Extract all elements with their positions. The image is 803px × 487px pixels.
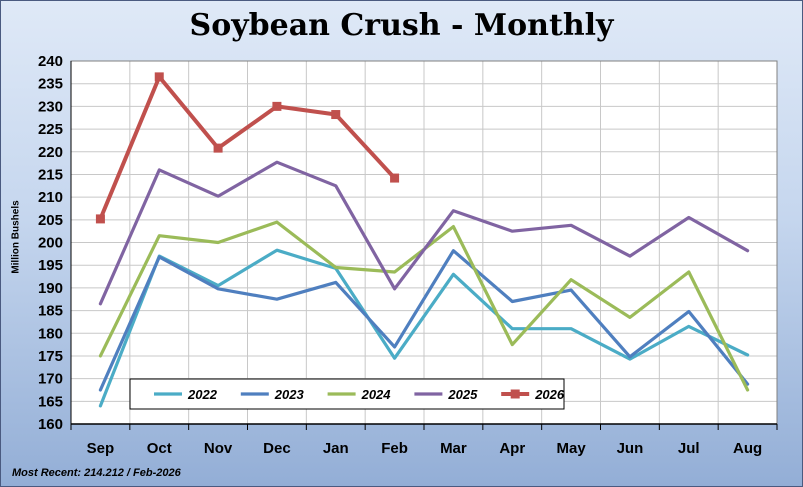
x-tick-label: May [556, 440, 586, 457]
legend-marker-2026 [510, 389, 520, 399]
x-tick-label: Aug [733, 440, 762, 457]
y-tick-label: 240 [38, 53, 63, 70]
legend: 2022 2023 2024 2025 2026 [129, 378, 565, 410]
legend-label-2025: 2025 [447, 387, 478, 402]
x-tick-label: Jan [323, 440, 349, 457]
footer-note: Most Recent: 214.212 / Feb-2026 [12, 467, 181, 479]
y-tick-label: 170 [38, 371, 63, 388]
x-tick-label: Feb [381, 440, 408, 457]
series-line-2023 [98, 249, 750, 392]
y-tick-label: 190 [38, 280, 63, 297]
y-tick-label: 160 [38, 416, 63, 433]
x-tick-label: Oct [147, 440, 172, 457]
x-tick-label: Sep [87, 440, 115, 457]
y-tick-label: 185 [38, 303, 63, 320]
y-tick-label: 210 [38, 189, 63, 206]
legend-label-2024: 2024 [361, 387, 392, 402]
x-tick-label: Dec [263, 440, 291, 457]
x-tick-label: Jun [617, 440, 644, 457]
data-point-2026 [213, 143, 223, 153]
series-line-2022 [98, 248, 750, 408]
y-tick-label: 220 [38, 144, 63, 161]
series-line-2025 [98, 160, 750, 306]
chart-title: Soybean Crush - Monthly [189, 8, 614, 43]
x-tick-label: Jul [678, 440, 700, 457]
legend-label-2026: 2026 [534, 387, 565, 402]
y-tick-label: 175 [38, 348, 63, 365]
x-tick-label: Mar [440, 440, 467, 457]
x-tick-label: Apr [499, 440, 525, 457]
y-tick-label: 225 [38, 121, 63, 138]
data-point-2026 [95, 214, 105, 224]
series-line-2026 [98, 74, 397, 221]
y-tick-label: 195 [38, 257, 63, 274]
x-tick-label: Nov [204, 440, 233, 457]
data-point-2026 [331, 110, 341, 120]
y-tick-label: 230 [38, 98, 63, 115]
y-tick-label: 215 [38, 166, 63, 183]
data-point-2026 [390, 173, 400, 183]
y-tick-label: 180 [38, 325, 63, 342]
y-tick-label: 235 [38, 76, 63, 93]
y-tick-label: 205 [38, 212, 63, 229]
legend-label-2023: 2023 [274, 387, 305, 402]
legend-label-2022: 2022 [187, 387, 218, 402]
y-tick-label: 200 [38, 235, 63, 252]
data-point-2026 [272, 101, 282, 111]
y-tick-label: 165 [38, 393, 63, 410]
data-point-2026 [154, 72, 164, 82]
